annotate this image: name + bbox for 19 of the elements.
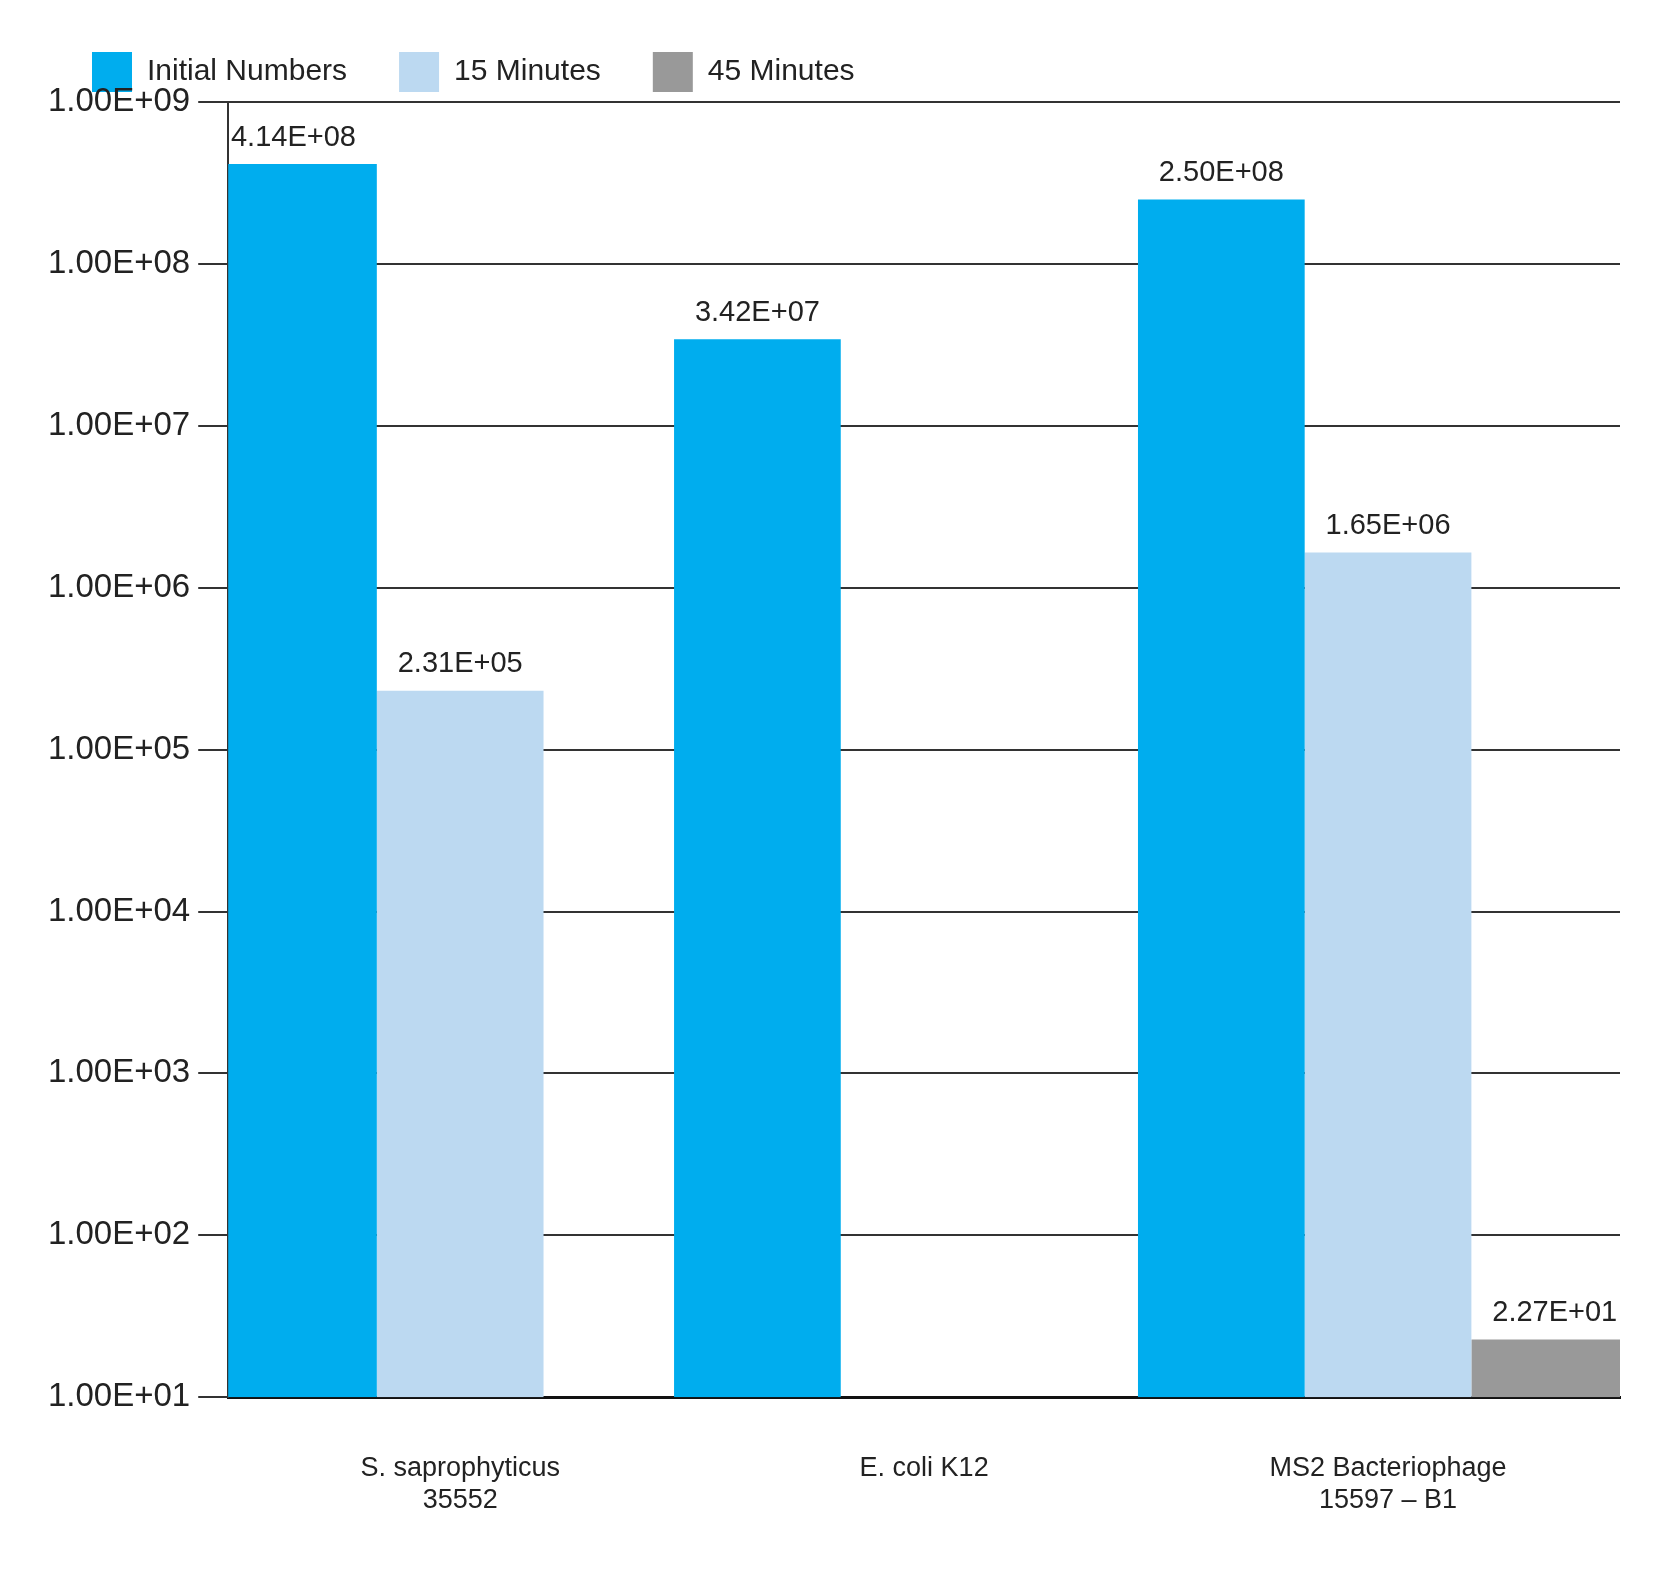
y-tick-label: 1.00E+08 bbox=[48, 242, 191, 280]
x-tick-label: E. coli K12 bbox=[859, 1451, 989, 1482]
data-label: 2.27E+01 bbox=[1492, 1295, 1618, 1328]
data-label: 2.31E+05 bbox=[397, 646, 523, 679]
x-tick-label: MS2 Bacteriophage 15597 – B1 bbox=[1269, 1451, 1507, 1515]
legend-label: 45 Minutes bbox=[707, 53, 855, 87]
data-label: 3.42E+07 bbox=[694, 294, 820, 327]
y-tick-label: 1.00E+04 bbox=[48, 890, 191, 928]
data-label: 4.14E+08 bbox=[230, 119, 356, 152]
x-tick-label: S. saprophyticus 35552 bbox=[360, 1451, 560, 1515]
y-tick-label: 1.00E+07 bbox=[48, 404, 191, 442]
y-tick-label: 1.00E+01 bbox=[48, 1376, 191, 1414]
data-label: 2.50E+08 bbox=[1158, 154, 1284, 187]
y-tick-label: 1.00E+03 bbox=[48, 1052, 191, 1090]
y-tick-label: 1.00E+05 bbox=[48, 728, 191, 766]
legend-label: 15 Minutes bbox=[454, 53, 601, 87]
y-tick-label: 1.00E+06 bbox=[48, 566, 191, 604]
data-label: 1.65E+06 bbox=[1325, 507, 1451, 540]
y-tick-label: 1.00E+02 bbox=[48, 1214, 191, 1252]
